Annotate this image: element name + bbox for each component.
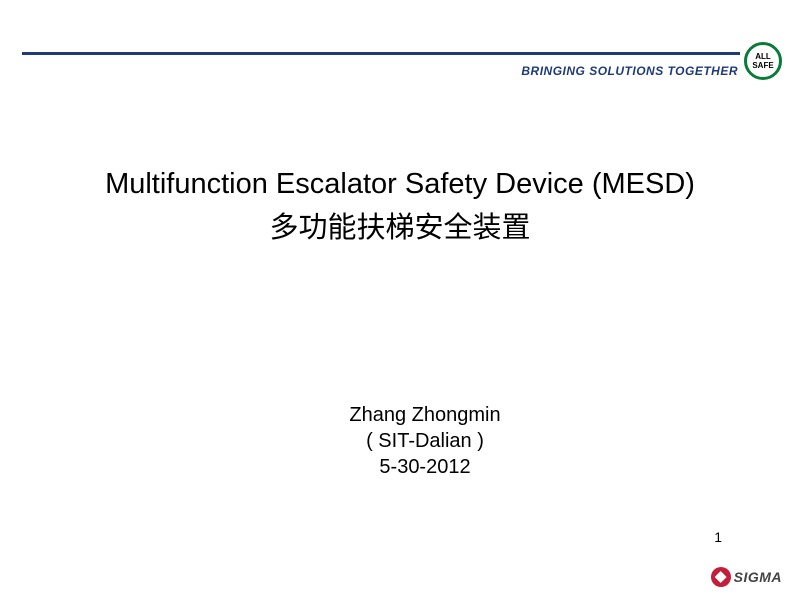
main-title-english: Multifunction Escalator Safety Device (M… (0, 168, 800, 201)
sigma-icon (711, 567, 731, 587)
sigma-logo: SIGMA (711, 567, 782, 587)
all-safe-badge: ALL SAFE (744, 42, 782, 80)
badge-text-line1: ALL (755, 52, 771, 61)
header-tagline: BRINGING SOLUTIONS TOGETHER (521, 64, 738, 78)
author-date: 5-30-2012 (280, 454, 570, 480)
author-name: Zhang Zhongmin (280, 402, 570, 428)
author-block: Zhang Zhongmin ( SIT-Dalian ) 5-30-2012 (280, 402, 570, 480)
header-divider (22, 52, 740, 55)
page-number: 1 (714, 529, 722, 545)
main-title-chinese: 多功能扶梯安全装置 (0, 204, 800, 246)
badge-text-line2: SAFE (752, 61, 773, 70)
sigma-logo-text: SIGMA (734, 569, 782, 585)
author-org: ( SIT-Dalian ) (280, 428, 570, 454)
